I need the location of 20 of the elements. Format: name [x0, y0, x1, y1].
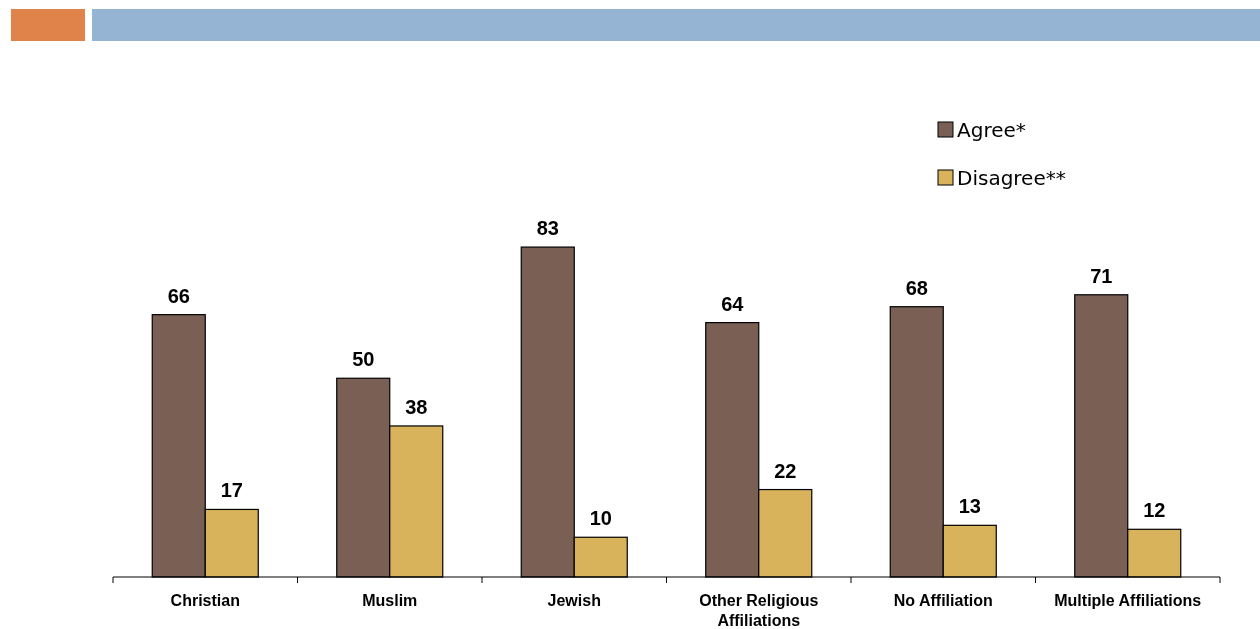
- x-tick-label: Muslim: [362, 592, 418, 609]
- legend-label: Agree*: [957, 118, 1026, 142]
- data-label: 13: [958, 495, 981, 518]
- data-label: 71: [1090, 264, 1113, 287]
- x-tick-label: Multiple Affiliations: [1054, 592, 1202, 609]
- data-label: 66: [167, 284, 190, 307]
- data-label: 17: [220, 479, 243, 502]
- data-label: 83: [536, 217, 559, 240]
- data-label: 50: [352, 348, 375, 371]
- data-label: 64: [721, 292, 745, 315]
- x-tick-label: Christian: [170, 592, 240, 609]
- data-label: 68: [905, 276, 928, 299]
- x-tick-label: No Affiliation: [893, 592, 993, 609]
- data-label: 38: [405, 395, 428, 418]
- data-label: 22: [774, 459, 797, 482]
- legend-label: Disagree**: [957, 166, 1066, 190]
- data-label: 10: [589, 507, 612, 530]
- data-label: 12: [1143, 499, 1166, 522]
- x-tick-label: Jewish: [547, 592, 601, 609]
- x-tick-label: Other Religious Affiliations: [699, 592, 819, 629]
